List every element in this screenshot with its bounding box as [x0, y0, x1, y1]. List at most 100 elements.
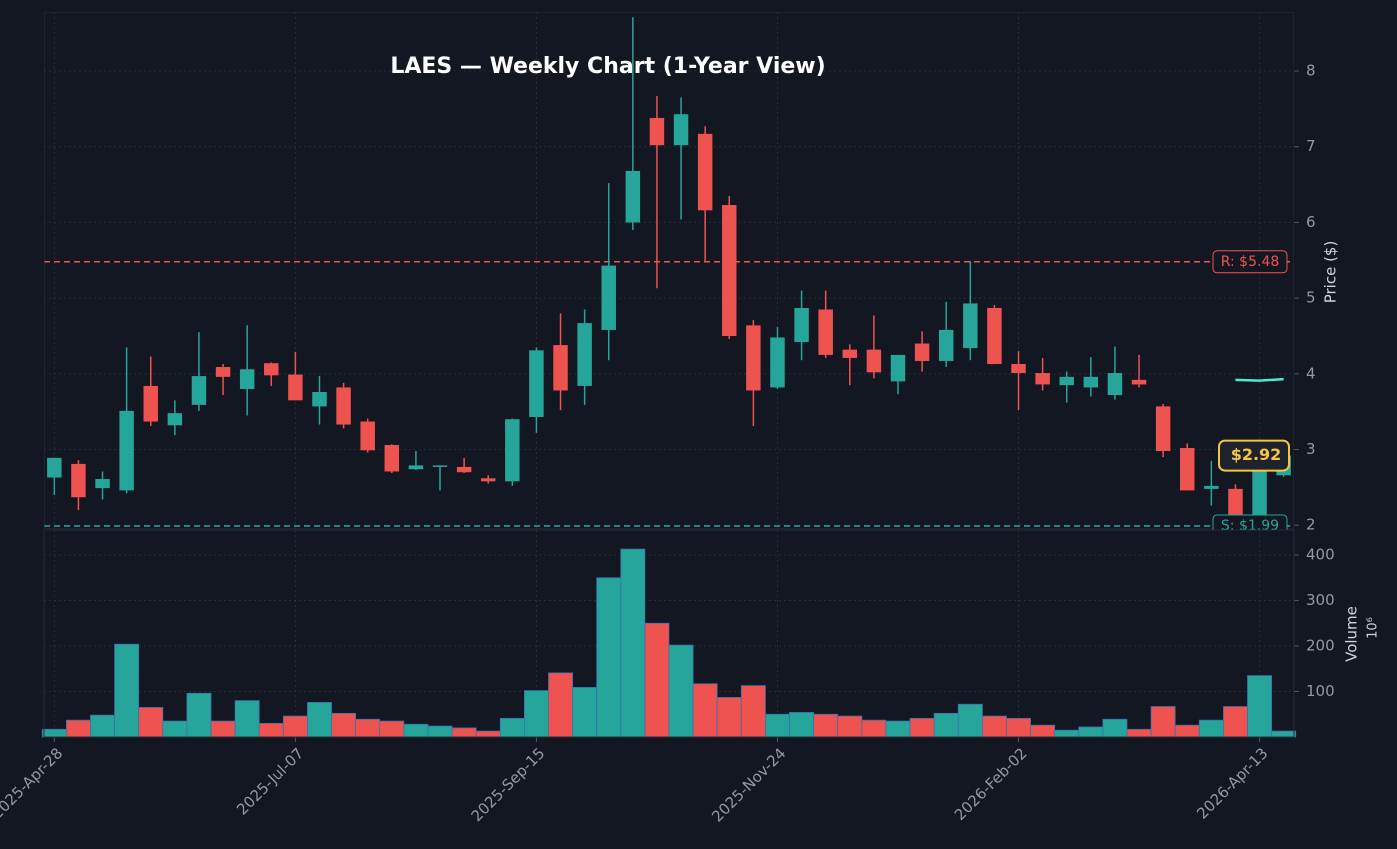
candle-body	[722, 205, 737, 336]
volume-bar	[813, 713, 839, 738]
candle-body	[818, 309, 833, 355]
volume-bar	[1247, 675, 1273, 738]
volume-bar	[162, 720, 188, 738]
candle-body	[336, 387, 351, 425]
candle-body	[649, 117, 665, 146]
volume-bar	[981, 715, 1007, 738]
y-tick-label: 8	[1306, 62, 1316, 80]
candle-body	[1083, 376, 1099, 388]
candle-body	[963, 303, 978, 349]
candle-body	[288, 374, 303, 401]
volume-bar	[1102, 718, 1128, 738]
candle-body	[167, 413, 183, 426]
y-tick-label: 2	[1306, 516, 1316, 534]
volume-bar	[1271, 730, 1297, 738]
volume-bar	[1198, 719, 1224, 738]
volume-bar	[65, 719, 91, 738]
volume-frame	[43, 529, 1295, 738]
candle-body	[1131, 379, 1147, 385]
candle-body	[553, 345, 568, 391]
y-tick-label: 4	[1306, 364, 1316, 382]
volume-bar	[668, 644, 694, 738]
volume-bar	[355, 718, 381, 738]
candle-body	[1180, 448, 1195, 491]
candle-body	[239, 369, 255, 389]
candle-body	[312, 391, 327, 407]
volume-bar	[1174, 724, 1200, 738]
volume-bar	[861, 719, 887, 738]
volume-bar	[282, 715, 308, 738]
volume-bar	[475, 730, 501, 738]
y-tick-label: 3	[1306, 440, 1316, 458]
volume-bar	[114, 643, 140, 738]
candle-body	[890, 354, 906, 382]
volume-bar	[1054, 729, 1080, 738]
level-label-box	[1212, 250, 1288, 274]
price-panel	[44, 12, 1294, 529]
y-tick-label: 5	[1306, 289, 1316, 307]
volume-bar	[307, 702, 332, 738]
overlay-line	[1235, 377, 1284, 382]
candle-body	[625, 170, 641, 223]
candle-body	[842, 349, 858, 358]
candle-body	[866, 349, 882, 373]
volume-bar	[933, 712, 959, 738]
candle-body	[1155, 406, 1171, 452]
y-tick-label: 6	[1306, 213, 1316, 231]
candle-body	[71, 463, 86, 498]
volume-bar	[403, 723, 429, 738]
volume-bar	[210, 720, 236, 738]
volume-bar	[499, 717, 525, 738]
volume-bar	[258, 722, 284, 738]
volume-bar	[138, 707, 164, 738]
candle-body	[1204, 485, 1219, 489]
volume-bar	[451, 727, 477, 738]
candle-body	[987, 307, 1002, 364]
candle-body	[95, 479, 110, 489]
volume-bar	[572, 687, 598, 738]
candle-body	[143, 385, 158, 422]
volume-bar	[234, 700, 260, 738]
volume-bar	[523, 690, 549, 738]
volume-bar	[1078, 726, 1104, 738]
volume-bar	[885, 720, 911, 738]
candle-body	[697, 133, 713, 211]
candle-body	[191, 376, 207, 405]
volume-bar	[1006, 717, 1031, 738]
last-price-label: $2.92	[1231, 445, 1282, 464]
volume-bar	[1223, 706, 1248, 738]
candle-body	[119, 410, 134, 491]
candle-body	[264, 363, 279, 376]
candle-body	[770, 337, 785, 388]
candle-body	[384, 444, 400, 472]
volume-bar	[620, 548, 646, 738]
candle-body	[505, 419, 520, 482]
volume-bar	[427, 725, 453, 738]
volume-bar	[692, 683, 718, 738]
candle-body	[47, 457, 62, 478]
candle-body	[432, 465, 448, 467]
volume-bar	[644, 622, 670, 738]
candle-body	[673, 114, 689, 146]
last-price-box	[1218, 439, 1290, 472]
volume-bar	[789, 712, 815, 738]
volume-bar	[41, 728, 67, 738]
volume-bar	[379, 720, 405, 738]
candle-body	[577, 323, 592, 386]
y-tick-label: 100	[1306, 682, 1335, 700]
volume-bar	[548, 672, 573, 738]
candle-body	[1011, 363, 1026, 374]
candle-body	[215, 367, 231, 377]
volume-bar	[1030, 724, 1056, 738]
candle-body	[408, 465, 424, 470]
candle-body	[914, 343, 930, 361]
y-tick-label: 7	[1306, 137, 1316, 155]
chart-title: LAES — Weekly Chart (1-Year View)	[390, 54, 825, 79]
y-axis-label: Price ($)	[1322, 241, 1340, 304]
y-tick-label: 300	[1306, 591, 1335, 609]
candle-body	[1035, 373, 1050, 385]
volume-bar	[186, 692, 212, 738]
y-tick-label: 400	[1306, 546, 1335, 564]
